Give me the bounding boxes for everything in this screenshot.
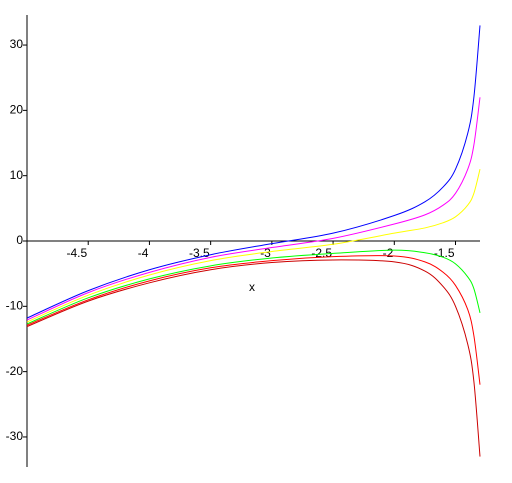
y-tick-label: 10: [10, 168, 24, 182]
x-tick-label: -4.5: [67, 246, 88, 260]
x-tick-label: -4: [138, 246, 149, 260]
x-axis-label: x: [249, 280, 255, 294]
y-tick-label: 0: [16, 233, 23, 247]
y-tick-label: -20: [6, 364, 24, 378]
y-tick-label: -30: [6, 429, 24, 443]
curve: [26, 249, 481, 325]
curve: [26, 25, 481, 319]
x-tick-label: -3.5: [189, 246, 210, 260]
curve: [26, 259, 481, 457]
y-tick-label: -10: [6, 298, 24, 312]
curve: [26, 97, 481, 321]
curve: [26, 169, 481, 323]
y-tick-label: 20: [10, 103, 24, 117]
y-tick-label: 30: [10, 37, 24, 51]
x-tick-label: -1.5: [434, 246, 455, 260]
x-tick-label: -2: [383, 246, 394, 260]
curve: [26, 255, 481, 385]
x-tick-label: -3: [260, 246, 271, 260]
